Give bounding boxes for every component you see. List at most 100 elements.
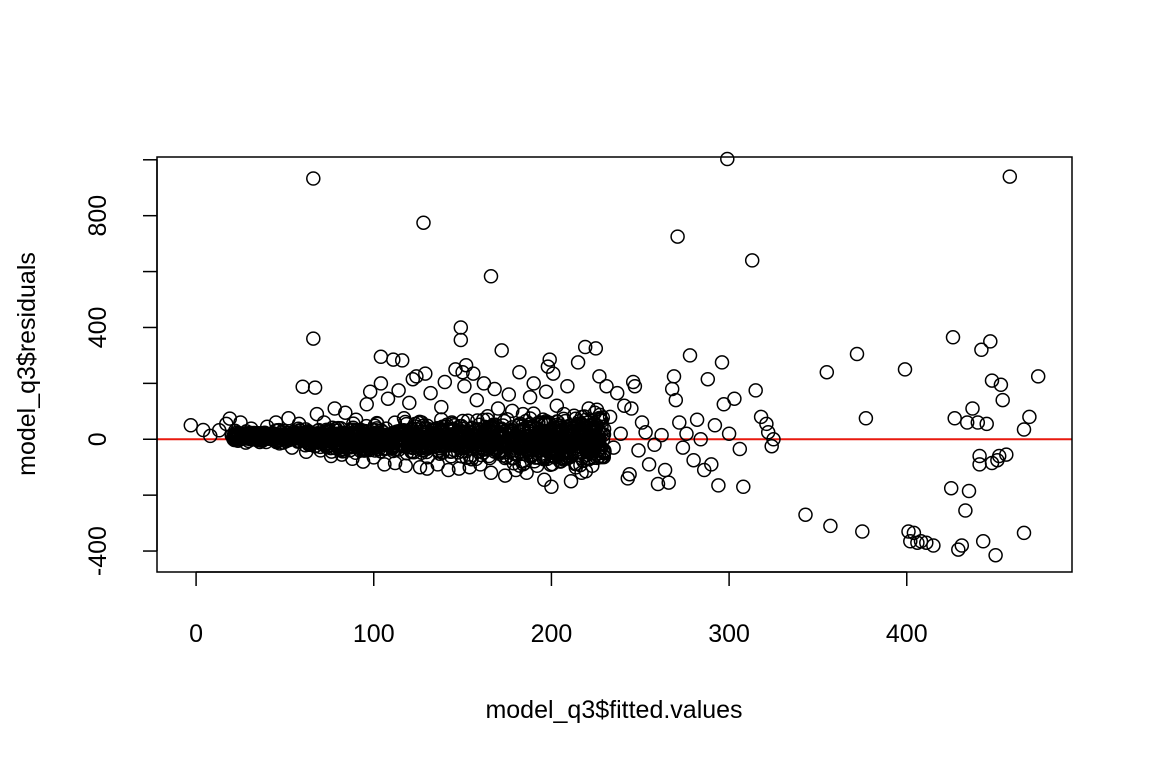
data-point <box>732 441 748 457</box>
data-point <box>418 366 433 381</box>
data-point <box>434 399 449 415</box>
data-point <box>588 434 603 449</box>
data-point <box>494 343 509 358</box>
data-point <box>711 478 726 493</box>
data-point <box>330 420 346 436</box>
data-point <box>522 416 538 432</box>
data-point <box>951 542 966 557</box>
data-point <box>445 436 460 452</box>
data-point <box>475 412 491 428</box>
data-point <box>650 476 666 492</box>
data-point <box>961 483 977 499</box>
data-point <box>564 431 580 447</box>
data-point <box>545 430 560 445</box>
data-point <box>522 390 538 405</box>
data-point <box>387 455 403 471</box>
data-point <box>542 352 557 367</box>
data-point <box>993 377 1009 393</box>
data-point <box>988 547 1003 563</box>
data-point <box>324 434 339 450</box>
x-tick-label: 200 <box>531 620 573 648</box>
data-point <box>291 416 307 432</box>
y-tick-label: -400 <box>84 526 112 576</box>
data-point <box>574 465 589 481</box>
data-point <box>627 378 643 394</box>
data-point <box>588 341 604 356</box>
data-point <box>227 423 243 439</box>
data-point <box>675 440 691 455</box>
x-tick-label: 300 <box>708 620 750 648</box>
y-axis-title: model_q3$residuals <box>13 252 41 476</box>
data-point <box>222 411 238 426</box>
y-tick-label: 400 <box>84 307 112 349</box>
data-point <box>538 384 554 399</box>
data-point <box>903 534 918 549</box>
data-point <box>487 381 502 397</box>
data-point <box>526 376 541 391</box>
data-point <box>416 215 431 230</box>
data-point <box>919 535 934 550</box>
data-point <box>407 438 422 453</box>
data-point <box>991 448 1007 464</box>
data-point <box>631 443 646 458</box>
data-point <box>736 479 751 495</box>
data-point <box>373 376 389 391</box>
data-point <box>399 430 415 446</box>
data-point <box>453 332 469 348</box>
data-point <box>721 426 737 441</box>
data-point <box>302 426 318 441</box>
data-point <box>617 398 632 413</box>
data-point <box>744 253 760 268</box>
data-point <box>497 450 513 466</box>
data-point <box>406 428 421 443</box>
data-point <box>641 457 657 472</box>
data-point <box>360 431 375 447</box>
data-point <box>704 457 719 472</box>
data-point <box>943 480 959 496</box>
data-point <box>901 524 916 539</box>
data-point <box>545 366 561 381</box>
data-point <box>823 518 838 534</box>
data-point <box>320 427 335 443</box>
data-point <box>581 401 596 416</box>
data-point <box>392 431 408 446</box>
data-point <box>386 352 401 367</box>
data-point <box>466 366 481 381</box>
data-point <box>984 373 1000 388</box>
data-point <box>275 423 291 439</box>
x-axis-title: model_q3$fitted.values <box>485 696 742 724</box>
data-point <box>563 473 579 489</box>
data-point <box>465 436 480 451</box>
data-point <box>341 432 357 447</box>
data-point <box>306 171 321 186</box>
data-point <box>595 448 611 464</box>
data-point <box>384 429 399 444</box>
data-point <box>352 423 367 439</box>
data-point <box>323 448 339 464</box>
data-point <box>682 348 698 363</box>
data-point <box>452 418 468 434</box>
data-point <box>483 465 499 481</box>
data-point <box>446 442 462 458</box>
data-point <box>748 383 763 398</box>
data-point <box>409 369 424 384</box>
data-point <box>434 435 449 450</box>
data-point <box>405 371 421 387</box>
data-point <box>366 450 382 465</box>
data-point <box>556 406 572 422</box>
data-point <box>441 462 456 478</box>
data-point <box>415 424 430 440</box>
data-point <box>377 457 392 472</box>
data-point <box>559 451 575 466</box>
data-point <box>666 369 682 384</box>
data-point <box>457 378 472 394</box>
data-point <box>490 401 506 416</box>
data-point <box>624 401 639 416</box>
data-point <box>999 447 1014 462</box>
data-point <box>391 383 406 398</box>
data-point <box>670 229 685 244</box>
data-point <box>515 406 531 422</box>
data-point <box>613 426 628 441</box>
data-point <box>394 353 410 368</box>
